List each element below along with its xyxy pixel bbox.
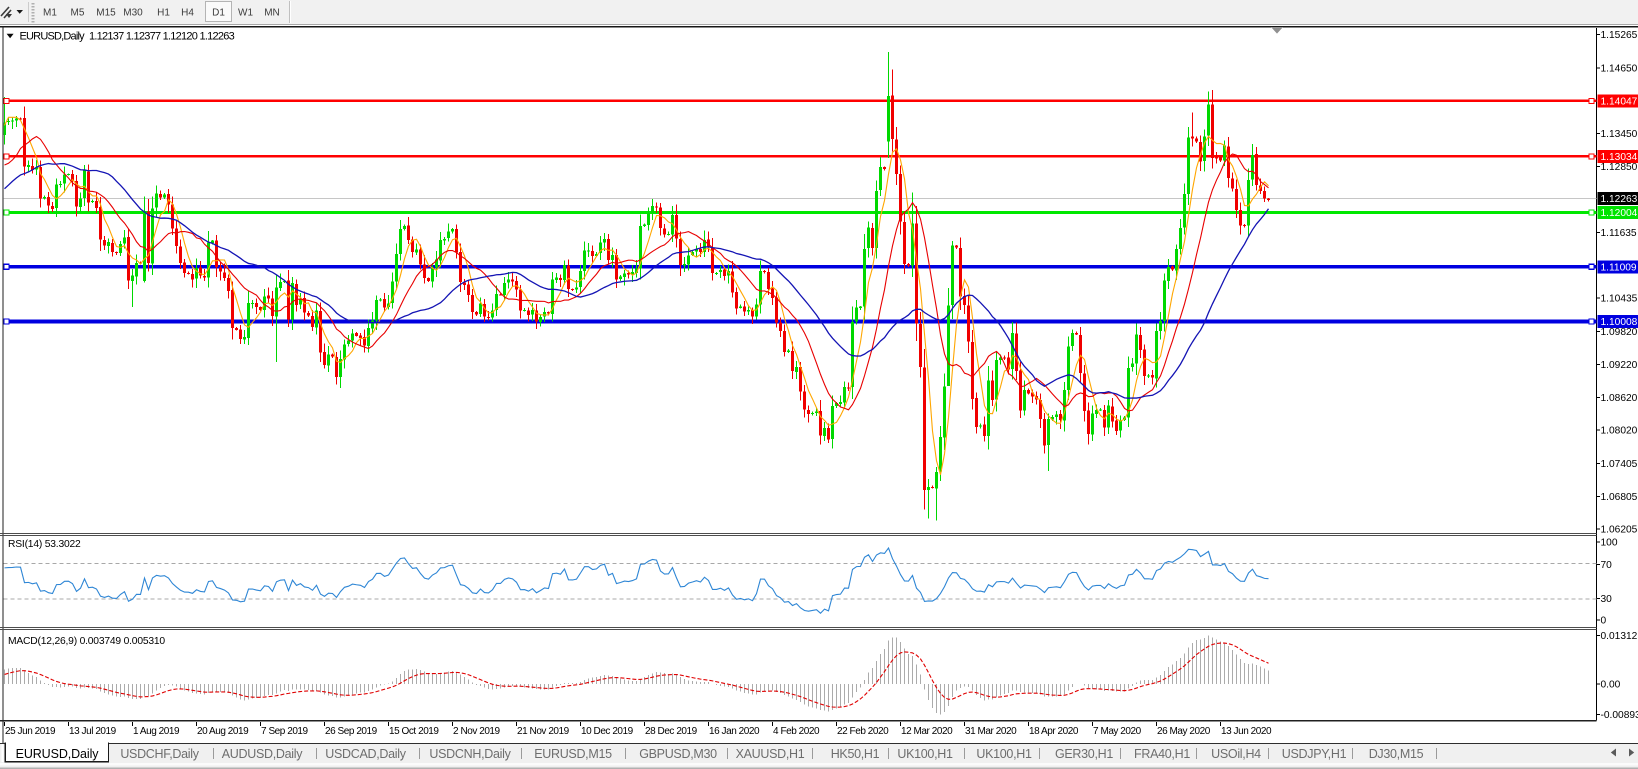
svg-text:1.12137 1.12377 1.12120 1.1226: 1.12137 1.12377 1.12120 1.12263 (89, 31, 235, 43)
svg-text:1.14047: 1.14047 (1601, 96, 1638, 107)
svg-text:1.15265: 1.15265 (1601, 30, 1638, 41)
svg-text:21 Nov 2019: 21 Nov 2019 (517, 726, 570, 737)
svg-text:1.07405: 1.07405 (1601, 459, 1638, 470)
svg-text:EURUSD,Daily: EURUSD,Daily (20, 31, 86, 43)
svg-text:1.06805: 1.06805 (1601, 492, 1638, 503)
svg-text:MACD(12,26,9) 0.003749 0.00531: MACD(12,26,9) 0.003749 0.005310 (8, 636, 165, 647)
svg-text:7 Sep 2019: 7 Sep 2019 (261, 726, 309, 737)
svg-text:0: 0 (1601, 616, 1607, 627)
svg-text:1.11635: 1.11635 (1601, 228, 1637, 239)
svg-text:HK50,H1: HK50,H1 (831, 747, 880, 761)
svg-text:13 Jun 2020: 13 Jun 2020 (1221, 726, 1272, 737)
svg-text:1 Aug 2019: 1 Aug 2019 (133, 726, 180, 737)
svg-text:1.08020: 1.08020 (1601, 426, 1638, 437)
svg-text:M5: M5 (71, 8, 85, 19)
svg-text:DJ30,M15: DJ30,M15 (1369, 747, 1424, 761)
svg-text:20 Aug 2019: 20 Aug 2019 (197, 726, 249, 737)
svg-text:0.013121: 0.013121 (1601, 631, 1638, 642)
svg-text:USDCAD,Daily: USDCAD,Daily (325, 747, 406, 761)
svg-text:30: 30 (1601, 594, 1613, 605)
svg-text:13 Jul 2019: 13 Jul 2019 (69, 726, 117, 737)
svg-text:18 Apr 2020: 18 Apr 2020 (1029, 726, 1079, 737)
svg-text:1.12004: 1.12004 (1601, 208, 1638, 219)
svg-text:H4: H4 (181, 8, 194, 19)
svg-text:FRA40,H1: FRA40,H1 (1134, 747, 1190, 761)
svg-text:UK100,H1: UK100,H1 (976, 747, 1032, 761)
svg-text:1.11009: 1.11009 (1601, 262, 1637, 273)
svg-text:25 Jun 2019: 25 Jun 2019 (5, 726, 56, 737)
svg-text:2 Nov 2019: 2 Nov 2019 (453, 726, 501, 737)
svg-text:0.00: 0.00 (1601, 680, 1621, 691)
svg-text:W1: W1 (238, 8, 253, 19)
svg-text:USDCNH,Daily: USDCNH,Daily (429, 747, 511, 761)
svg-text:70: 70 (1601, 560, 1613, 571)
svg-text:-0.008933: -0.008933 (1601, 710, 1638, 721)
svg-text:1.10435: 1.10435 (1601, 294, 1638, 305)
svg-text:1.14650: 1.14650 (1601, 64, 1638, 75)
svg-text:1.12850: 1.12850 (1601, 162, 1638, 173)
svg-text:M30: M30 (123, 8, 143, 19)
svg-text:USOil,H4: USOil,H4 (1211, 747, 1261, 761)
svg-text:XAUUSD,H1: XAUUSD,H1 (736, 747, 805, 761)
svg-text:10 Dec 2019: 10 Dec 2019 (581, 726, 634, 737)
svg-text:31 Mar 2020: 31 Mar 2020 (965, 726, 1017, 737)
svg-text:D1: D1 (212, 8, 225, 19)
svg-text:26 Sep 2019: 26 Sep 2019 (325, 726, 378, 737)
svg-text:MN: MN (264, 8, 280, 19)
svg-text:M15: M15 (96, 8, 116, 19)
svg-text:GER30,H1: GER30,H1 (1055, 747, 1113, 761)
svg-text:16 Jan 2020: 16 Jan 2020 (709, 726, 760, 737)
svg-text:28 Dec 2019: 28 Dec 2019 (645, 726, 698, 737)
svg-text:EURUSD,M15: EURUSD,M15 (534, 747, 612, 761)
svg-text:1.12263: 1.12263 (1601, 194, 1638, 205)
svg-text:15 Oct 2019: 15 Oct 2019 (389, 726, 439, 737)
svg-text:AUDUSD,Daily: AUDUSD,Daily (222, 747, 303, 761)
svg-text:1.09220: 1.09220 (1601, 360, 1638, 371)
svg-text:USDJPY,H1: USDJPY,H1 (1282, 747, 1347, 761)
svg-text:1.09820: 1.09820 (1601, 327, 1638, 338)
svg-text:RSI(14) 53.3022: RSI(14) 53.3022 (8, 539, 81, 550)
svg-text:26 May 2020: 26 May 2020 (1157, 726, 1211, 737)
svg-text:1.10008: 1.10008 (1601, 317, 1638, 328)
svg-text:4 Feb 2020: 4 Feb 2020 (773, 726, 820, 737)
svg-text:M1: M1 (43, 8, 57, 19)
svg-text:22 Feb 2020: 22 Feb 2020 (837, 726, 889, 737)
svg-text:USDCHF,Daily: USDCHF,Daily (120, 747, 199, 761)
svg-text:12 Mar 2020: 12 Mar 2020 (901, 726, 953, 737)
svg-text:1.13034: 1.13034 (1601, 152, 1638, 163)
svg-text:1.13450: 1.13450 (1601, 129, 1638, 140)
svg-text:EURUSD,Daily: EURUSD,Daily (16, 747, 100, 761)
svg-text:7 May 2020: 7 May 2020 (1093, 726, 1142, 737)
svg-text:GBPUSD,M30: GBPUSD,M30 (639, 747, 717, 761)
svg-text:100: 100 (1601, 538, 1618, 549)
svg-text:1.06205: 1.06205 (1601, 525, 1638, 536)
svg-text:H1: H1 (157, 8, 170, 19)
svg-text:1.08620: 1.08620 (1601, 393, 1638, 404)
svg-text:UK100,H1: UK100,H1 (897, 747, 953, 761)
